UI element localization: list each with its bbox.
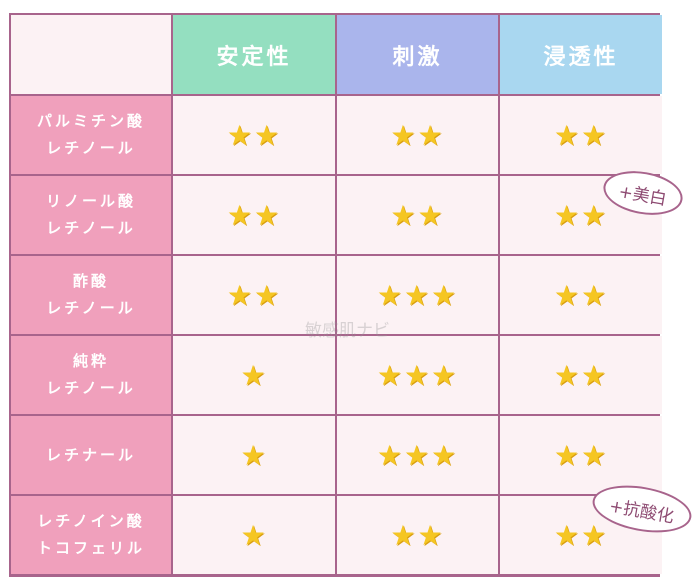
header-corner bbox=[11, 15, 171, 94]
stability-rating-cell: ★ bbox=[173, 416, 335, 494]
row-name-line2: レチノール bbox=[46, 299, 136, 317]
star-icon: ★★ bbox=[553, 118, 609, 152]
star-icon: ★★ bbox=[553, 198, 609, 232]
star-icon: ★★ bbox=[553, 438, 609, 472]
header-stability: 安定性 bbox=[173, 15, 335, 94]
star-icon: ★★★ bbox=[376, 358, 459, 392]
row-header: レチナール bbox=[11, 416, 171, 494]
star-icon: ★★ bbox=[226, 278, 282, 312]
irritation-rating-cell: ★★★ bbox=[337, 336, 498, 414]
star-icon: ★★★ bbox=[376, 278, 459, 312]
star-icon: ★★★ bbox=[376, 438, 459, 472]
irritation-rating-cell: ★★★ bbox=[337, 256, 498, 334]
star-icon: ★★ bbox=[553, 278, 609, 312]
star-icon: ★ bbox=[240, 438, 268, 472]
star-icon: ★ bbox=[240, 518, 268, 552]
penetration-rating-cell: ★★ bbox=[500, 416, 662, 494]
row-name-line1: 酢酸 bbox=[72, 272, 109, 290]
penetration-rating-cell: ★★ bbox=[500, 336, 662, 414]
row-name-line1: レチナール bbox=[45, 445, 136, 464]
stability-rating-cell: ★★ bbox=[173, 96, 335, 174]
row-header: 酢酸 レチノール bbox=[11, 256, 171, 334]
header-penetration: 浸透性 bbox=[500, 15, 662, 94]
stability-rating-cell: ★★ bbox=[173, 176, 335, 254]
row-name-line2: レチノール bbox=[46, 379, 136, 397]
row-name-line1: リノール酸 bbox=[45, 192, 136, 210]
irritation-rating-cell: ★★ bbox=[337, 496, 498, 574]
penetration-rating-cell: ★★ bbox=[500, 96, 662, 174]
watermark: 敏感肌ナビ bbox=[305, 321, 390, 341]
irritation-rating-cell: ★★★ bbox=[337, 416, 498, 494]
row-header: レチノイン酸 トコフェリル bbox=[11, 496, 171, 574]
star-icon: ★★ bbox=[553, 358, 609, 392]
star-icon: ★★ bbox=[390, 198, 445, 232]
row-header: リノール酸レチノール bbox=[11, 176, 171, 254]
row-name-line1: 純粋 bbox=[72, 352, 109, 370]
stability-rating-cell: ★ bbox=[173, 496, 335, 574]
stability-rating-cell: ★ bbox=[173, 336, 335, 414]
row-name-line2: レチノール bbox=[46, 139, 136, 157]
penetration-rating-cell: ★★ bbox=[500, 256, 662, 334]
header-irritation: 刺激 bbox=[337, 15, 498, 94]
irritation-rating-cell: ★★ bbox=[337, 96, 498, 174]
star-icon: ★★ bbox=[226, 118, 282, 152]
retinol-comparison-table: 安定性 刺激 浸透性 パルミチン酸 レチノール ★★ ★★ ★★ リノール酸 レチノール ★★… bbox=[9, 13, 662, 577]
star-icon: ★★ bbox=[390, 118, 445, 152]
irritation-rating-cell: ★★ bbox=[337, 176, 498, 254]
star-icon: ★ bbox=[240, 358, 268, 392]
row-header: 純粋 レチノール bbox=[11, 336, 171, 414]
row-name-line2: トコフェリル bbox=[36, 539, 145, 557]
row-name-line2: レチノール bbox=[46, 219, 136, 237]
row-header: パルミチン酸 レチノール bbox=[11, 96, 171, 174]
row-name-line1: レチノイン酸 bbox=[37, 512, 145, 530]
star-icon: ★★ bbox=[390, 518, 445, 552]
star-icon: ★★ bbox=[226, 198, 282, 232]
row-name-line1: パルミチン酸 bbox=[36, 112, 145, 130]
star-icon: ★★ bbox=[553, 518, 609, 552]
stability-rating-cell: ★★ bbox=[173, 256, 335, 334]
